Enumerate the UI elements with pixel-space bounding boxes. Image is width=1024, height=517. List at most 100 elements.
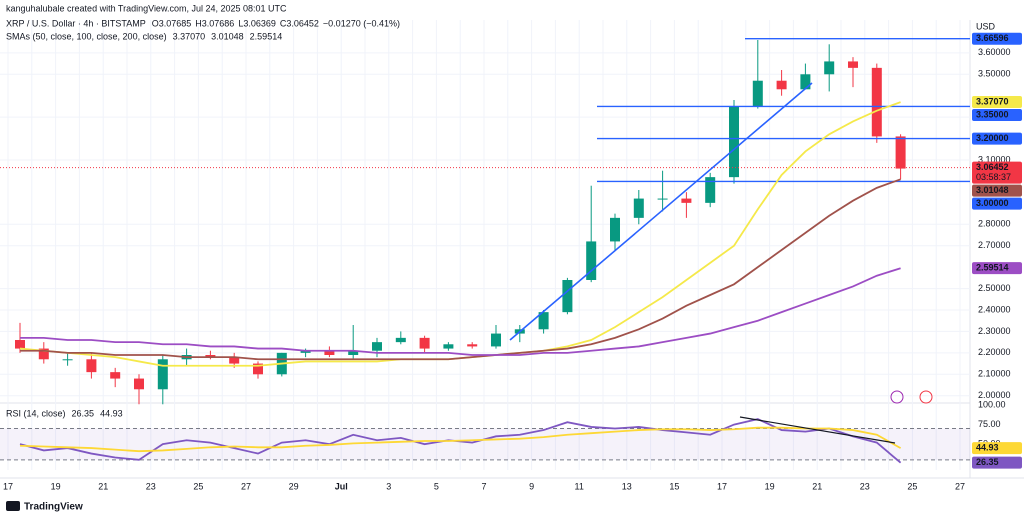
x-tick-label: 15	[669, 481, 679, 491]
x-tick-label: 19	[51, 481, 61, 491]
series-line	[20, 267, 901, 356]
price-badge	[972, 442, 1022, 455]
legend-text: C	[280, 18, 287, 28]
candle-body	[62, 359, 73, 361]
y-tick-label: 2.40000	[978, 304, 1011, 314]
trendline	[739, 416, 896, 444]
y-tick-label: 2.50000	[978, 283, 1011, 293]
currency: USD	[976, 21, 996, 31]
logo	[6, 501, 20, 511]
y-tick-label: 2.10000	[978, 369, 1011, 379]
candle-body	[586, 241, 597, 280]
price-badge	[972, 161, 1022, 184]
x-tick-label: 19	[765, 481, 775, 491]
candle-body	[824, 61, 835, 75]
icon[interactable]	[890, 390, 904, 404]
x-tick-label: 21	[98, 481, 108, 491]
candle-body	[871, 67, 882, 137]
candle-body	[729, 106, 739, 178]
legend-text: 26.35	[72, 408, 95, 418]
x-tick-label: 9	[529, 481, 534, 491]
candle-body	[467, 344, 478, 347]
price-badge-label: 2.59514	[976, 263, 1009, 273]
y-tick-label: 3.50000	[978, 69, 1011, 79]
price-badge-label: 3.35000	[976, 109, 1009, 119]
price-badge	[972, 108, 1022, 121]
trendline	[509, 82, 813, 341]
legend-text: O	[152, 18, 159, 28]
candle-body	[776, 80, 787, 90]
price-badge-label: 3.00000	[976, 198, 1009, 208]
price-badge	[972, 197, 1022, 210]
price-badge-label: 3.37070	[976, 96, 1009, 106]
y-tick-label: 75.00	[978, 419, 1001, 429]
legend-text: 3.37070	[173, 31, 206, 41]
candle-body	[538, 312, 549, 330]
candle-body	[419, 337, 430, 349]
legend-text: 3.06452	[286, 18, 319, 28]
y-tick-label: 2.20000	[978, 347, 1011, 357]
x-tick-label: 17	[717, 481, 727, 491]
candle-body	[562, 280, 573, 313]
y-tick-label: 2.30000	[978, 326, 1011, 336]
x-tick-label: 5	[434, 481, 439, 491]
candle-body	[705, 177, 716, 203]
candle-body	[324, 350, 335, 355]
legend-text: H	[195, 18, 202, 28]
legend-text: 3.07685	[159, 18, 192, 28]
price-badge	[972, 184, 1022, 197]
candle-body	[752, 80, 763, 107]
legend-text: −0.01270 (−0.41%)	[323, 18, 400, 28]
candle-body	[491, 333, 501, 347]
price-badge	[972, 262, 1022, 275]
legend-text: L	[238, 18, 243, 28]
x-tick-label: 23	[860, 481, 870, 491]
legend-text: 2.59514	[250, 31, 283, 41]
price-badge-label: 44.93	[976, 443, 999, 453]
footer-text: TradingView	[24, 502, 83, 513]
price-badge-label: 3.66596	[976, 33, 1009, 43]
candle-body	[372, 342, 382, 351]
y-tick-label: 2.00000	[978, 390, 1011, 400]
candle-body	[610, 217, 620, 242]
x-tick-label: 27	[241, 481, 251, 491]
x-tick-label: 25	[193, 481, 203, 491]
legend-text: SMAs (50, close, 100, close, 200, close)	[6, 31, 167, 41]
price-badge	[972, 32, 1022, 45]
candle-body	[395, 337, 406, 343]
candle-body	[205, 355, 216, 358]
x-tick-label: 25	[907, 481, 917, 491]
x-tick-label: 3	[386, 481, 391, 491]
x-tick-label: 27	[955, 481, 965, 491]
y-tick-label: 100.00	[978, 399, 1006, 409]
candle-body	[134, 378, 144, 390]
x-tick-label: 7	[481, 481, 486, 491]
plot: 3.600003.500003.300003.100002.800002.700…	[0, 20, 1022, 491]
price-badge-label: 3.06452	[976, 162, 1009, 172]
candle-body	[657, 198, 668, 200]
footer: TradingView	[6, 501, 83, 513]
y-tick-label: 3.10000	[978, 154, 1011, 164]
x-tick-label: 21	[812, 481, 822, 491]
credit: kanguhalubale created with TradingView.c…	[6, 3, 287, 13]
candle-body	[86, 359, 97, 373]
price-badge	[972, 95, 1022, 108]
price-badge	[972, 456, 1022, 469]
icon[interactable]	[919, 390, 933, 404]
legend-text: RSI (14, close)	[6, 408, 66, 418]
x-tick-label: 23	[146, 481, 156, 491]
x-tick-label: 17	[3, 481, 13, 491]
candle-body	[15, 340, 25, 349]
candle-body	[633, 198, 644, 218]
x-tick-label: Jul	[335, 481, 348, 491]
candle-body	[800, 74, 811, 90]
legend-text: 44.93	[100, 408, 123, 418]
candle-body	[895, 136, 906, 169]
legend-text: 3.01048	[211, 31, 244, 41]
candle-body	[110, 372, 121, 379]
series-line	[19, 426, 902, 453]
price-badge-label: 3.01048	[976, 185, 1009, 195]
x-tick-label: 11	[575, 481, 584, 491]
legend: XRP / U.S. Dollar · 4h · BITSTAMP O 3.0768…	[6, 18, 400, 418]
